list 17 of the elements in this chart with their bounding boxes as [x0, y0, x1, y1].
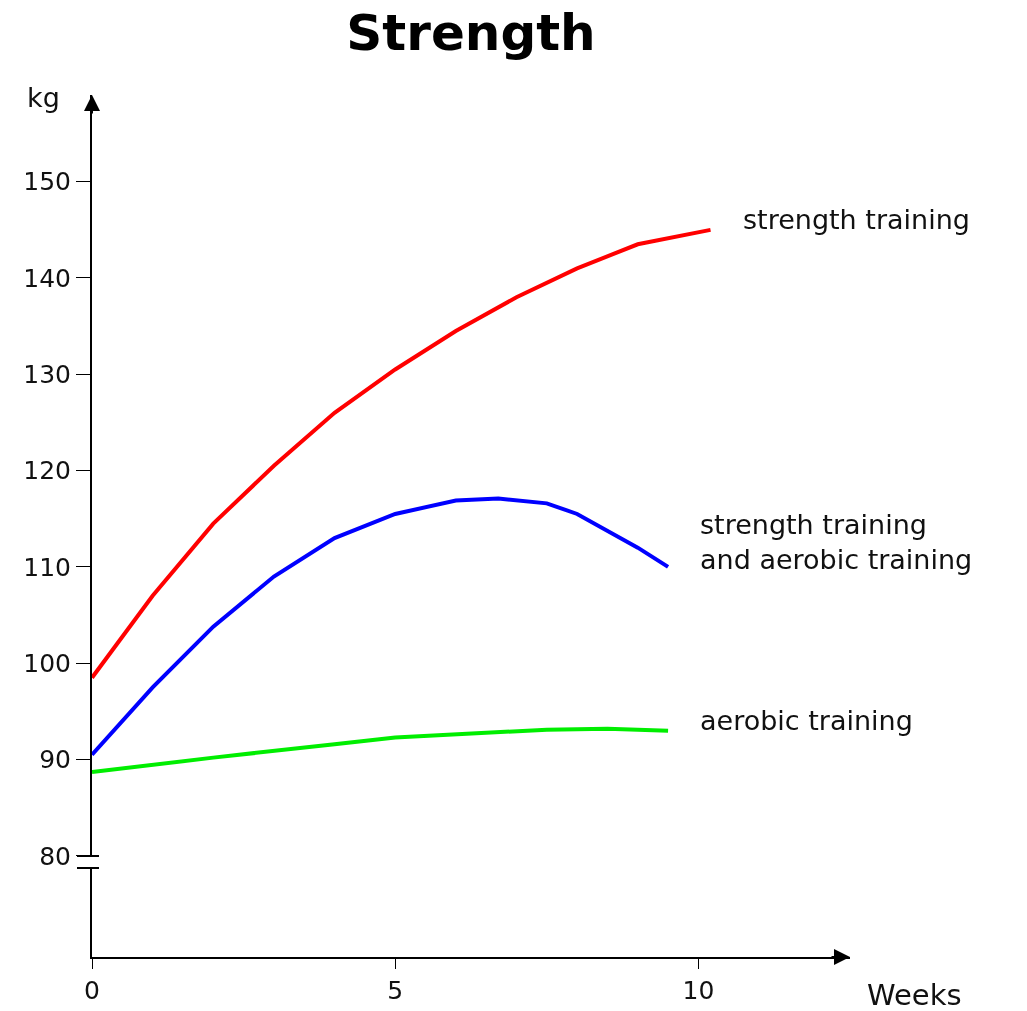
series-label: aerobic training [700, 705, 913, 736]
y-tick-label: 80 [39, 841, 71, 871]
y-tick-label: 130 [23, 360, 71, 390]
chart-title: Strength [346, 4, 596, 63]
x-tick-label: 0 [84, 976, 100, 1005]
y-tick-label: 140 [23, 263, 71, 293]
series-label: strength training [743, 204, 970, 235]
x-tick-label: 10 [682, 976, 715, 1005]
y-axis-title: kg [27, 82, 60, 113]
y-tick-label: 110 [23, 552, 71, 582]
y-tick-label: 120 [23, 456, 71, 486]
series-label: strength training and aerobic training [700, 509, 973, 576]
y-tick-label: 100 [23, 649, 71, 678]
x-tick-label: 5 [387, 976, 404, 1005]
y-tick-label: 150 [23, 167, 71, 197]
y-tick-label: 90 [39, 745, 71, 775]
x-axis-title: Weeks [867, 978, 962, 1011]
